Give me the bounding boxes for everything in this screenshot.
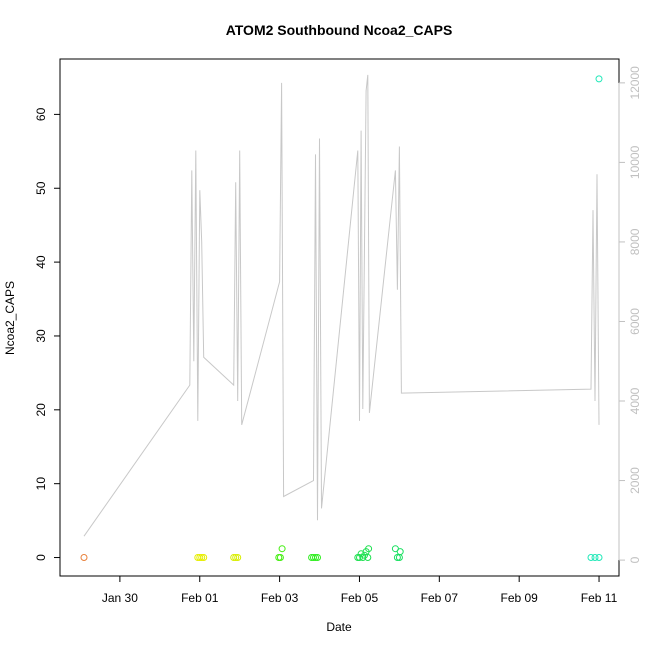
data-point [196, 554, 204, 561]
chart-title: ATOM2 Southbound Ncoa2_CAPS [226, 22, 453, 38]
data-point [310, 554, 317, 561]
y-tick-label: 50 [34, 181, 48, 195]
data-point [276, 554, 284, 561]
y-tick-label: 40 [34, 255, 48, 269]
plot-frame [59, 58, 620, 577]
data-point [200, 554, 208, 561]
y-tick-label: 20 [34, 403, 48, 417]
data-point [591, 554, 599, 561]
y2-tick-label: 6000 [628, 308, 642, 335]
data-point [312, 554, 319, 561]
data-point [595, 75, 603, 83]
data-point [393, 554, 401, 561]
y-axis-label: Ncoa2_CAPS [3, 281, 17, 355]
y2-tick-label: 8000 [628, 228, 642, 255]
y-tick-label: 10 [34, 477, 48, 491]
data-point [365, 545, 373, 553]
y2-tick-label: 12000 [628, 66, 642, 100]
data-point [396, 548, 404, 556]
y2-tick-label: 2000 [628, 467, 642, 494]
x-tick-label: Feb 03 [261, 591, 299, 605]
y2-axis: 0 2000 4000 6000 8000 10000 12000 [618, 66, 642, 563]
y-tick-label: 30 [34, 329, 48, 343]
data-point [587, 554, 595, 561]
data-point [198, 554, 206, 561]
data-point [234, 554, 242, 561]
data-point [314, 554, 321, 561]
point-layer [80, 75, 603, 561]
data-point [232, 554, 240, 561]
x-tick-label: Feb 09 [500, 591, 538, 605]
x-tick-label: Feb 07 [421, 591, 459, 605]
y-axis: 0 10 20 30 40 50 60 [34, 107, 61, 561]
y2-tick-label: 0 [628, 556, 642, 563]
x-tick-label: Feb 01 [181, 591, 219, 605]
data-point [595, 554, 603, 561]
data-point [359, 554, 367, 561]
y2-tick-label: 10000 [628, 145, 642, 179]
y2-tick-label: 4000 [628, 387, 642, 414]
x-tick-label: Feb 05 [341, 591, 379, 605]
x-axis-label: Date [326, 620, 352, 634]
data-point [278, 545, 286, 553]
secondary-series-line [83, 74, 600, 537]
x-tick-label: Jan 30 [102, 591, 138, 605]
data-point [80, 554, 88, 561]
data-point [230, 554, 238, 561]
data-point [364, 554, 372, 561]
y-tick-label: 60 [34, 107, 48, 121]
x-axis: Jan 30 Feb 01 Feb 03 Feb 05 Feb 07 Feb 09 Feb … [102, 575, 618, 605]
line-layer [83, 74, 600, 537]
y-tick-label: 0 [34, 554, 48, 561]
x-tick-label: Feb 11 [581, 591, 618, 605]
